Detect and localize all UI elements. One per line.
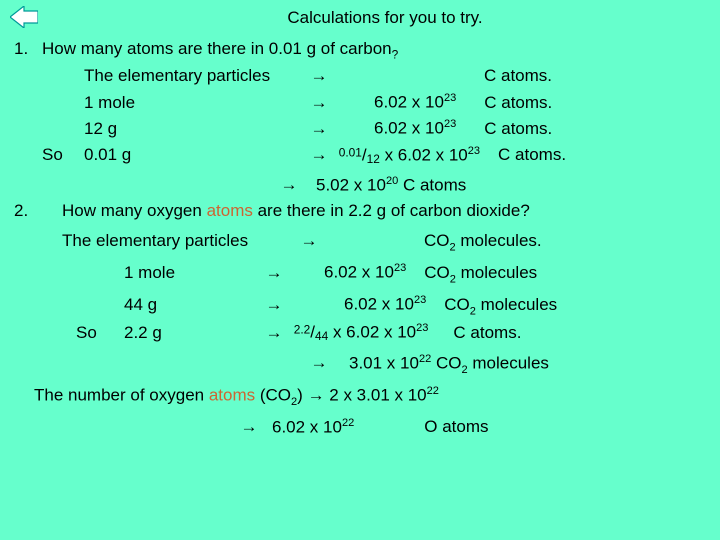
q2-so-row: So 2.2 g → 2.2/44 x 6.02 x 1023 C atoms. (14, 320, 706, 345)
back-button[interactable] (10, 6, 38, 28)
arrow-icon: → (304, 143, 334, 168)
page-title: Calculations for you to try. (64, 6, 706, 31)
q2-particles-right: CO2 molecules. (424, 229, 542, 255)
q2-so-expr: 2.2/44 x 6.02 x 1023 (289, 320, 428, 345)
q2-mole-row: 1 mole → 6.02 x 1023 CO2 molecules (14, 260, 706, 287)
back-arrow-icon (10, 6, 38, 28)
q1-so: So (42, 143, 84, 168)
q1-so-row: So 0.01 g → 0.01/12 x 6.02 x 1023 C atom… (14, 143, 706, 168)
q1-text: How many atoms are there in 0.01 g of ca… (42, 37, 398, 64)
q1-so-expr: 0.01/12 x 6.02 x 1023 (334, 143, 480, 168)
q1-so-right: C atoms. (498, 143, 566, 168)
q2-oxygen-line: The number of oxygen atoms (CO2) → 2 x 3… (14, 383, 706, 410)
q1-so-left: 0.01 g (84, 143, 204, 168)
q2-number: 2. (14, 199, 42, 224)
q1-particles-right: C atoms. (484, 64, 706, 89)
q1-mole-label: 1 mole (84, 91, 204, 116)
q2-mole-label: 1 mole (124, 261, 259, 286)
q2-text: How many oxygen atoms are there in 2.2 g… (62, 199, 530, 224)
q2-so-right: C atoms. (453, 321, 521, 346)
arrow-icon: → (259, 261, 289, 286)
q2-so: So (76, 321, 124, 346)
q2-question: 2. How many oxygen atoms are there in 2.… (14, 199, 706, 224)
q2-oxygen-text: The number of oxygen atoms (CO2) → 2 x 3… (34, 383, 439, 410)
q1-12g-label: 12 g (84, 117, 204, 142)
q1-answer: 5.02 x 1020 C atoms (316, 173, 466, 198)
q2-answer2-row: → 6.02 x 1022 O atoms (14, 415, 706, 440)
q2-44g-right: CO2 molecules (444, 293, 557, 319)
q2-44g-label: 44 g (124, 293, 259, 318)
arrow-icon: → (234, 415, 264, 440)
q1-mole-right: C atoms. (484, 91, 552, 116)
arrow-icon: → (294, 229, 324, 254)
q1-mole-row: 1 mole → 6.02 x 1023 C atoms. (14, 90, 706, 115)
arrow-icon: → (304, 351, 334, 376)
q1-answer-row: → 5.02 x 1020 C atoms (14, 173, 706, 198)
q2-mole-value: 6.02 x 1023 (324, 260, 406, 285)
q2-so-left: 2.2 g (124, 321, 259, 346)
arrow-icon: → (304, 117, 334, 142)
q2-particles-label: The elementary particles (62, 229, 294, 254)
q1-mole-value: 6.02 x 1023 (374, 90, 456, 115)
q2-particles-row: The elementary particles → CO2 molecules… (14, 229, 706, 255)
arrow-icon: → (304, 91, 334, 116)
q1-particles-label: The elementary particles (84, 64, 304, 89)
q1-12g-row: 12 g → 6.02 x 1023 C atoms. (14, 116, 706, 141)
q1-particles-row: The elementary particles → C atoms. (14, 64, 706, 89)
q2-answer1-row: → 3.01 x 1022 CO2 molecules (14, 351, 706, 378)
q2-answer2-value: 6.02 x 1022 (272, 415, 354, 440)
q2-44g-value: 6.02 x 1023 (344, 292, 426, 317)
q1-12g-value: 6.02 x 1023 (374, 116, 456, 141)
q2-answer2-suffix: O atoms (424, 415, 488, 440)
q2-mole-right: CO2 molecules (424, 261, 537, 287)
arrow-icon: → (274, 173, 304, 198)
arrow-icon: → (304, 64, 334, 89)
arrow-icon: → (259, 321, 289, 346)
q2-answer1: 3.01 x 1022 CO2 molecules (349, 351, 549, 378)
q2-44g-row: 44 g → 6.02 x 1023 CO2 molecules (14, 292, 706, 319)
q1-12g-right: C atoms. (484, 117, 552, 142)
q1-number: 1. (14, 37, 42, 62)
arrow-icon: → (259, 293, 289, 318)
q1-question: 1. How many atoms are there in 0.01 g of… (14, 37, 706, 64)
slide-background: Calculations for you to try. 1. How many… (0, 0, 720, 540)
